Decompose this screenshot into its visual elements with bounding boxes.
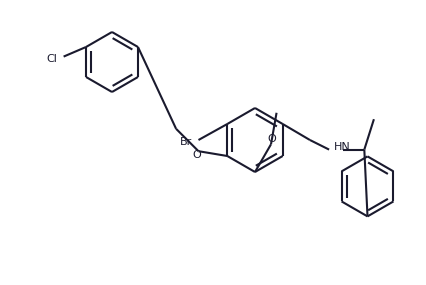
Text: Cl: Cl [46, 54, 57, 64]
Text: O: O [268, 134, 276, 144]
Text: HN: HN [334, 142, 351, 152]
Text: Br: Br [180, 137, 193, 147]
Text: O: O [192, 150, 201, 160]
